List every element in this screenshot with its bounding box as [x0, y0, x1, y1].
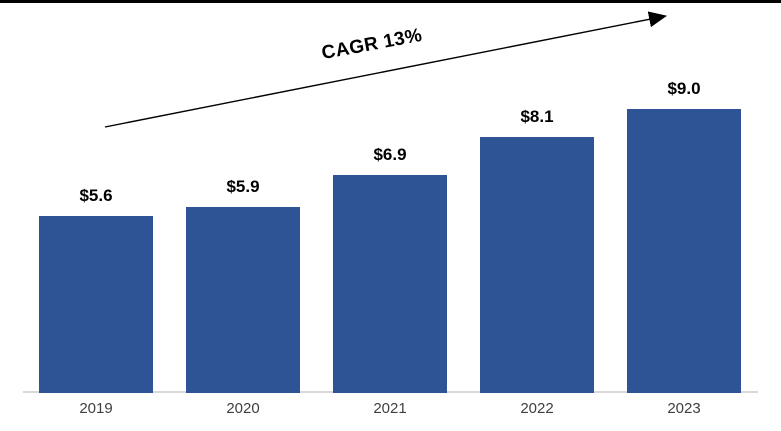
x-axis-tick-label: 2019	[79, 400, 113, 417]
bar-2019	[39, 216, 153, 393]
x-axis-tick-label: 2022	[520, 400, 554, 417]
bar-2022	[480, 137, 594, 393]
x-axis-tick-label: 2020	[226, 400, 260, 417]
bar-value-label: $5.6	[79, 186, 113, 205]
top-border-line	[0, 0, 781, 3]
bar-value-label: $9.0	[667, 79, 701, 98]
bar-2020	[186, 207, 300, 393]
cagr-annotation: CAGR 13%	[320, 24, 424, 65]
bar-value-label: $5.9	[226, 177, 260, 196]
x-axis-tick-label: 2021	[373, 400, 407, 417]
bar-value-label: $8.1	[520, 107, 554, 126]
bar-2021	[333, 175, 447, 393]
x-axis-tick-label: 2023	[667, 400, 701, 417]
bar-2023	[627, 109, 741, 393]
bar-value-label: $6.9	[373, 145, 407, 164]
